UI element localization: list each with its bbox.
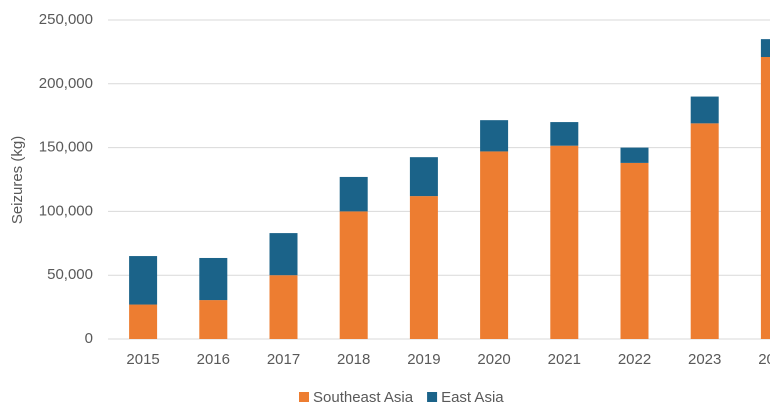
y-tick-label: 200,000 — [39, 75, 93, 92]
y-tick-label: 0 — [85, 330, 93, 347]
bar-segment — [620, 162, 649, 339]
y-axis-label: Seizures (kg) — [9, 136, 26, 224]
x-tick-label: 2023 — [688, 351, 721, 368]
legend-label: Southeast Asia — [313, 389, 414, 406]
bar-segment — [199, 257, 228, 301]
y-tick-label: 100,000 — [39, 202, 93, 219]
y-tick-label: 250,000 — [39, 11, 93, 28]
bar-segment — [480, 120, 509, 152]
bar-segment — [129, 256, 158, 305]
bar-segment — [269, 275, 298, 339]
x-tick-label: 2015 — [126, 351, 159, 368]
bar-segment — [339, 211, 368, 339]
bar-segment — [269, 233, 298, 276]
x-tick-label: 2019 — [407, 351, 440, 368]
bar-segment — [409, 196, 438, 339]
bar-segment — [690, 123, 719, 339]
bar-segment — [129, 304, 158, 339]
legend-swatch — [299, 392, 309, 402]
bar-segment — [550, 122, 579, 146]
x-tick-label: 2022 — [618, 351, 651, 368]
bar-segment — [620, 147, 649, 163]
bar-segment — [480, 151, 509, 339]
legend-label: East Asia — [441, 389, 504, 406]
x-tick-label: 2020 — [477, 351, 510, 368]
y-tick-label: 50,000 — [47, 266, 93, 283]
x-tick-label: 2021 — [548, 351, 581, 368]
y-tick-label: 150,000 — [39, 139, 93, 156]
x-tick-label: 2024 — [758, 351, 770, 368]
bar-segment — [550, 145, 579, 339]
bar-segment — [760, 57, 770, 340]
legend-swatch — [427, 392, 438, 402]
x-tick-label: 2017 — [267, 351, 300, 368]
x-tick-label: 2016 — [197, 351, 230, 368]
x-tick-label: 2018 — [337, 351, 370, 368]
bar-segment — [760, 39, 770, 58]
bar-segment — [409, 157, 438, 197]
bar-segment — [690, 96, 719, 124]
bar-segment — [199, 300, 228, 339]
bar-segment — [339, 176, 368, 212]
